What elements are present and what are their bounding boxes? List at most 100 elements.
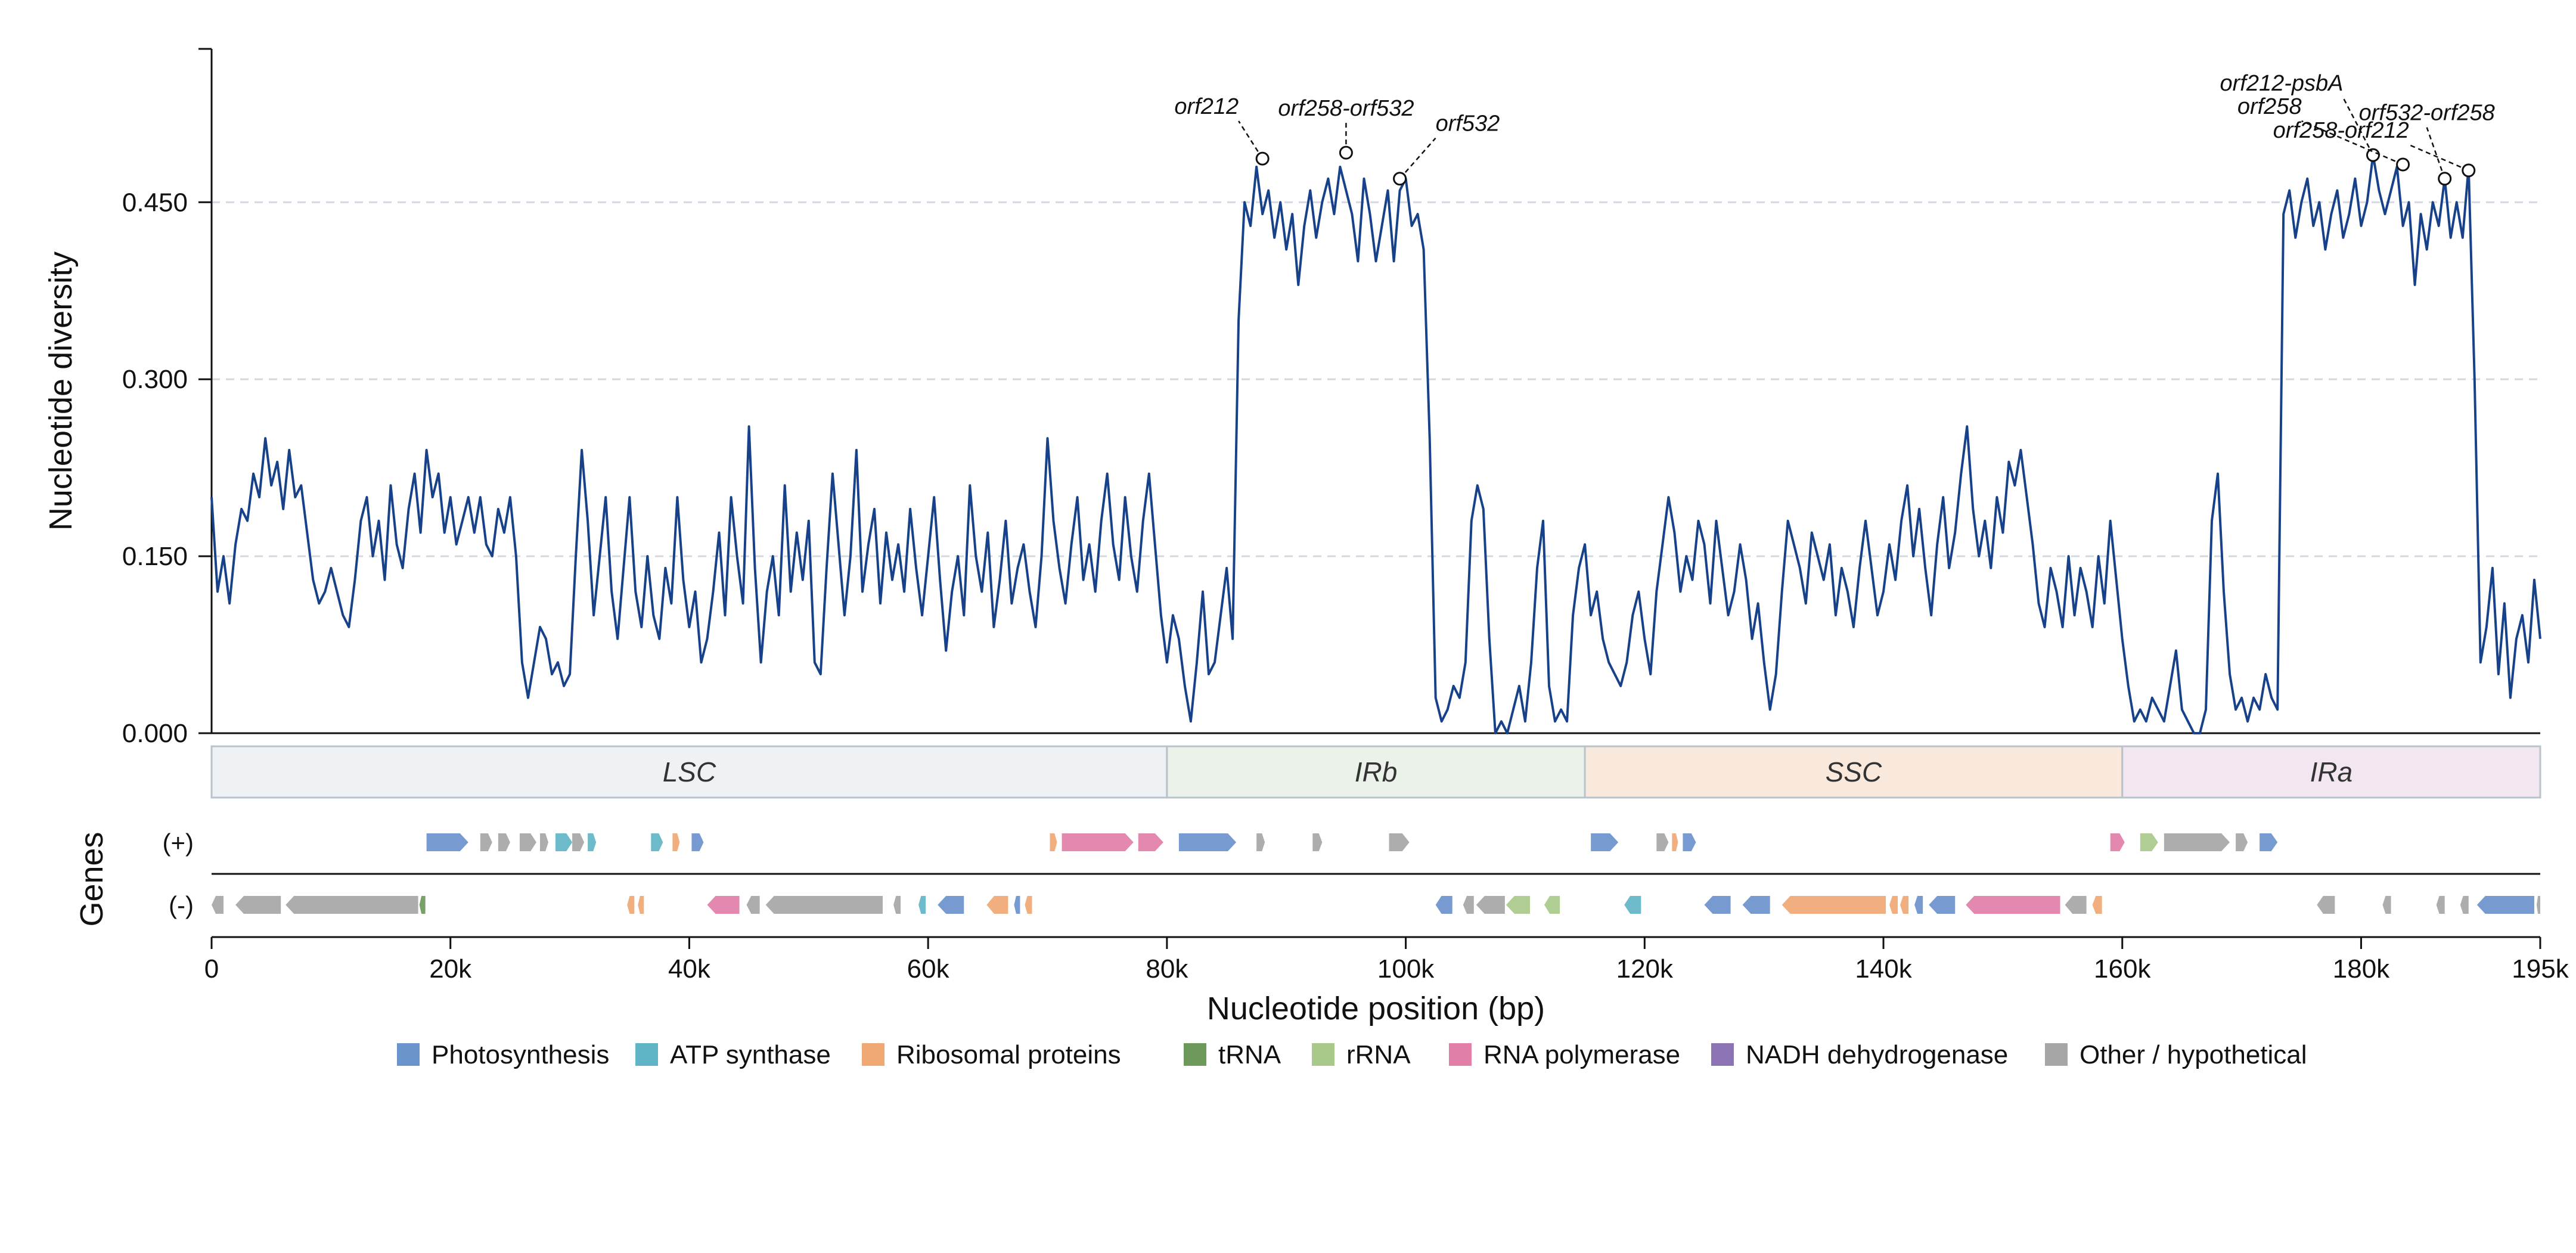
gene-arrow (555, 833, 573, 851)
peak-marker (1339, 145, 1353, 160)
gene-tracks (212, 833, 2540, 914)
x-tick-label: 40k (668, 954, 711, 984)
x-tick-label: 120k (1616, 954, 1674, 984)
legend-swatch (1449, 1043, 1472, 1066)
gene-arrow (1683, 833, 1696, 851)
gene-arrow (1312, 833, 1323, 851)
region-label: IRa (2310, 756, 2353, 787)
gene-arrow (1506, 896, 1530, 914)
gene-arrow (1591, 833, 1619, 851)
legend-swatch (1312, 1043, 1334, 1066)
region-ssc (1584, 745, 2124, 799)
gene-arrow (2110, 833, 2125, 851)
y-tick-label: 0.150 (122, 542, 188, 571)
x-tick-label: 0 (204, 954, 219, 984)
gene-arrow (627, 896, 635, 914)
legend-swatch (397, 1043, 420, 1066)
gene-arrow (2260, 833, 2278, 851)
gene-arrow (765, 896, 883, 914)
minus-strand-label: (-) (169, 891, 194, 919)
gene-arrow (1544, 896, 1560, 914)
gene-arrow (426, 833, 468, 851)
gene-arrow (1389, 833, 1410, 851)
legend-label: Ribosomal proteins (896, 1040, 1121, 1069)
gene-arrow (2317, 896, 2335, 914)
region-ira (2121, 745, 2541, 799)
gene-arrow (2065, 896, 2087, 914)
gene-arrow (1435, 896, 1453, 914)
peak-marker (1255, 151, 1270, 166)
plus-strand-label: (+) (163, 829, 194, 857)
legend-label: Photosynthesis (432, 1040, 609, 1069)
x-tick-label: 180k (2333, 954, 2390, 984)
axes: 0.000 0.150 0.300 0.450 0 20k 40k 60k 80k 100k 120… (122, 48, 2569, 984)
gene-arrow (691, 833, 704, 851)
gene-arrow (480, 833, 492, 851)
x-tick-label: 60k (907, 954, 950, 984)
gene-arrow (2460, 896, 2469, 914)
region-bar: LSC IRb SSC IRa (210, 745, 2541, 799)
gene-arrow (707, 896, 740, 914)
region-label: SSC (1826, 756, 1882, 787)
gene-arrow (285, 896, 418, 914)
gene-arrow (1178, 833, 1237, 851)
gene-arrow (1476, 896, 1505, 914)
gene-arrow (419, 896, 426, 914)
y-axis-title: Nucleotide diversity (43, 252, 79, 531)
legend: Photosynthesis ATP synthase Ribosomal prot… (397, 1040, 2307, 1069)
x-tick-label: 20k (429, 954, 472, 984)
x-tick-label: 195k (2512, 954, 2569, 984)
peak-label: orf258 (2237, 94, 2302, 119)
gene-arrow (1914, 896, 1923, 914)
gene-arrow (1025, 896, 1032, 914)
peak-label: orf258-orf212 (2273, 118, 2409, 143)
legend-swatch (1184, 1043, 1206, 1066)
gene-arrow (918, 896, 926, 914)
peak-marker (2438, 172, 2452, 186)
gene-arrow (1742, 896, 1770, 914)
gene-arrow (1672, 833, 1678, 851)
gene-arrow (519, 833, 536, 851)
legend-label: tRNA (1218, 1040, 1281, 1069)
peak-leader-line (1399, 137, 1436, 179)
y-tick-label: 0.300 (122, 365, 188, 394)
gene-arrow (2476, 896, 2534, 914)
peak-marker (1393, 172, 1407, 186)
region-lsc (210, 745, 1168, 799)
gene-arrow (2092, 896, 2102, 914)
gene-arrow (1966, 896, 2060, 914)
gene-arrow (1704, 896, 1731, 914)
gene-arrow (588, 833, 597, 851)
peak-leader-line (1238, 120, 1264, 159)
gene-arrow (1138, 833, 1163, 851)
peak-marker (2396, 157, 2410, 172)
legend-swatch (1711, 1043, 1734, 1066)
region-label: IRb (1355, 756, 1398, 787)
gene-arrow (1656, 833, 1669, 851)
gene-arrow (672, 833, 680, 851)
gene-arrow (2436, 896, 2445, 914)
y-tick-label: 0.000 (122, 719, 188, 748)
y-tick-label: 0.450 (122, 188, 188, 217)
gene-arrow (212, 896, 224, 914)
gene-arrow (638, 896, 644, 914)
peak-annotations: orf212 orf258-orf532orf532orf212-psbAorf2… (1174, 71, 2495, 186)
gene-arrow (1889, 896, 1898, 914)
legend-swatch (862, 1043, 884, 1066)
gene-arrow (1062, 833, 1134, 851)
peak-label: orf212-psbA (2220, 71, 2343, 96)
legend-label: NADH dehydrogenase (1746, 1040, 2008, 1069)
x-tick-label: 80k (1146, 954, 1188, 984)
gene-arrow (1050, 833, 1057, 851)
legend-swatch (635, 1043, 658, 1066)
x-axis-title: Nucleotide position (bp) (1207, 991, 1545, 1026)
gene-arrow (651, 833, 663, 851)
peak-label: orf258-orf532 (1278, 96, 1414, 121)
gene-arrow (2164, 833, 2230, 851)
peak-label: orf212 (1174, 94, 1239, 119)
peak-leader-line (2342, 97, 2374, 156)
gene-arrow (2140, 833, 2158, 851)
gene-arrow (1900, 896, 1909, 914)
legend-label: ATP synthase (670, 1040, 831, 1069)
